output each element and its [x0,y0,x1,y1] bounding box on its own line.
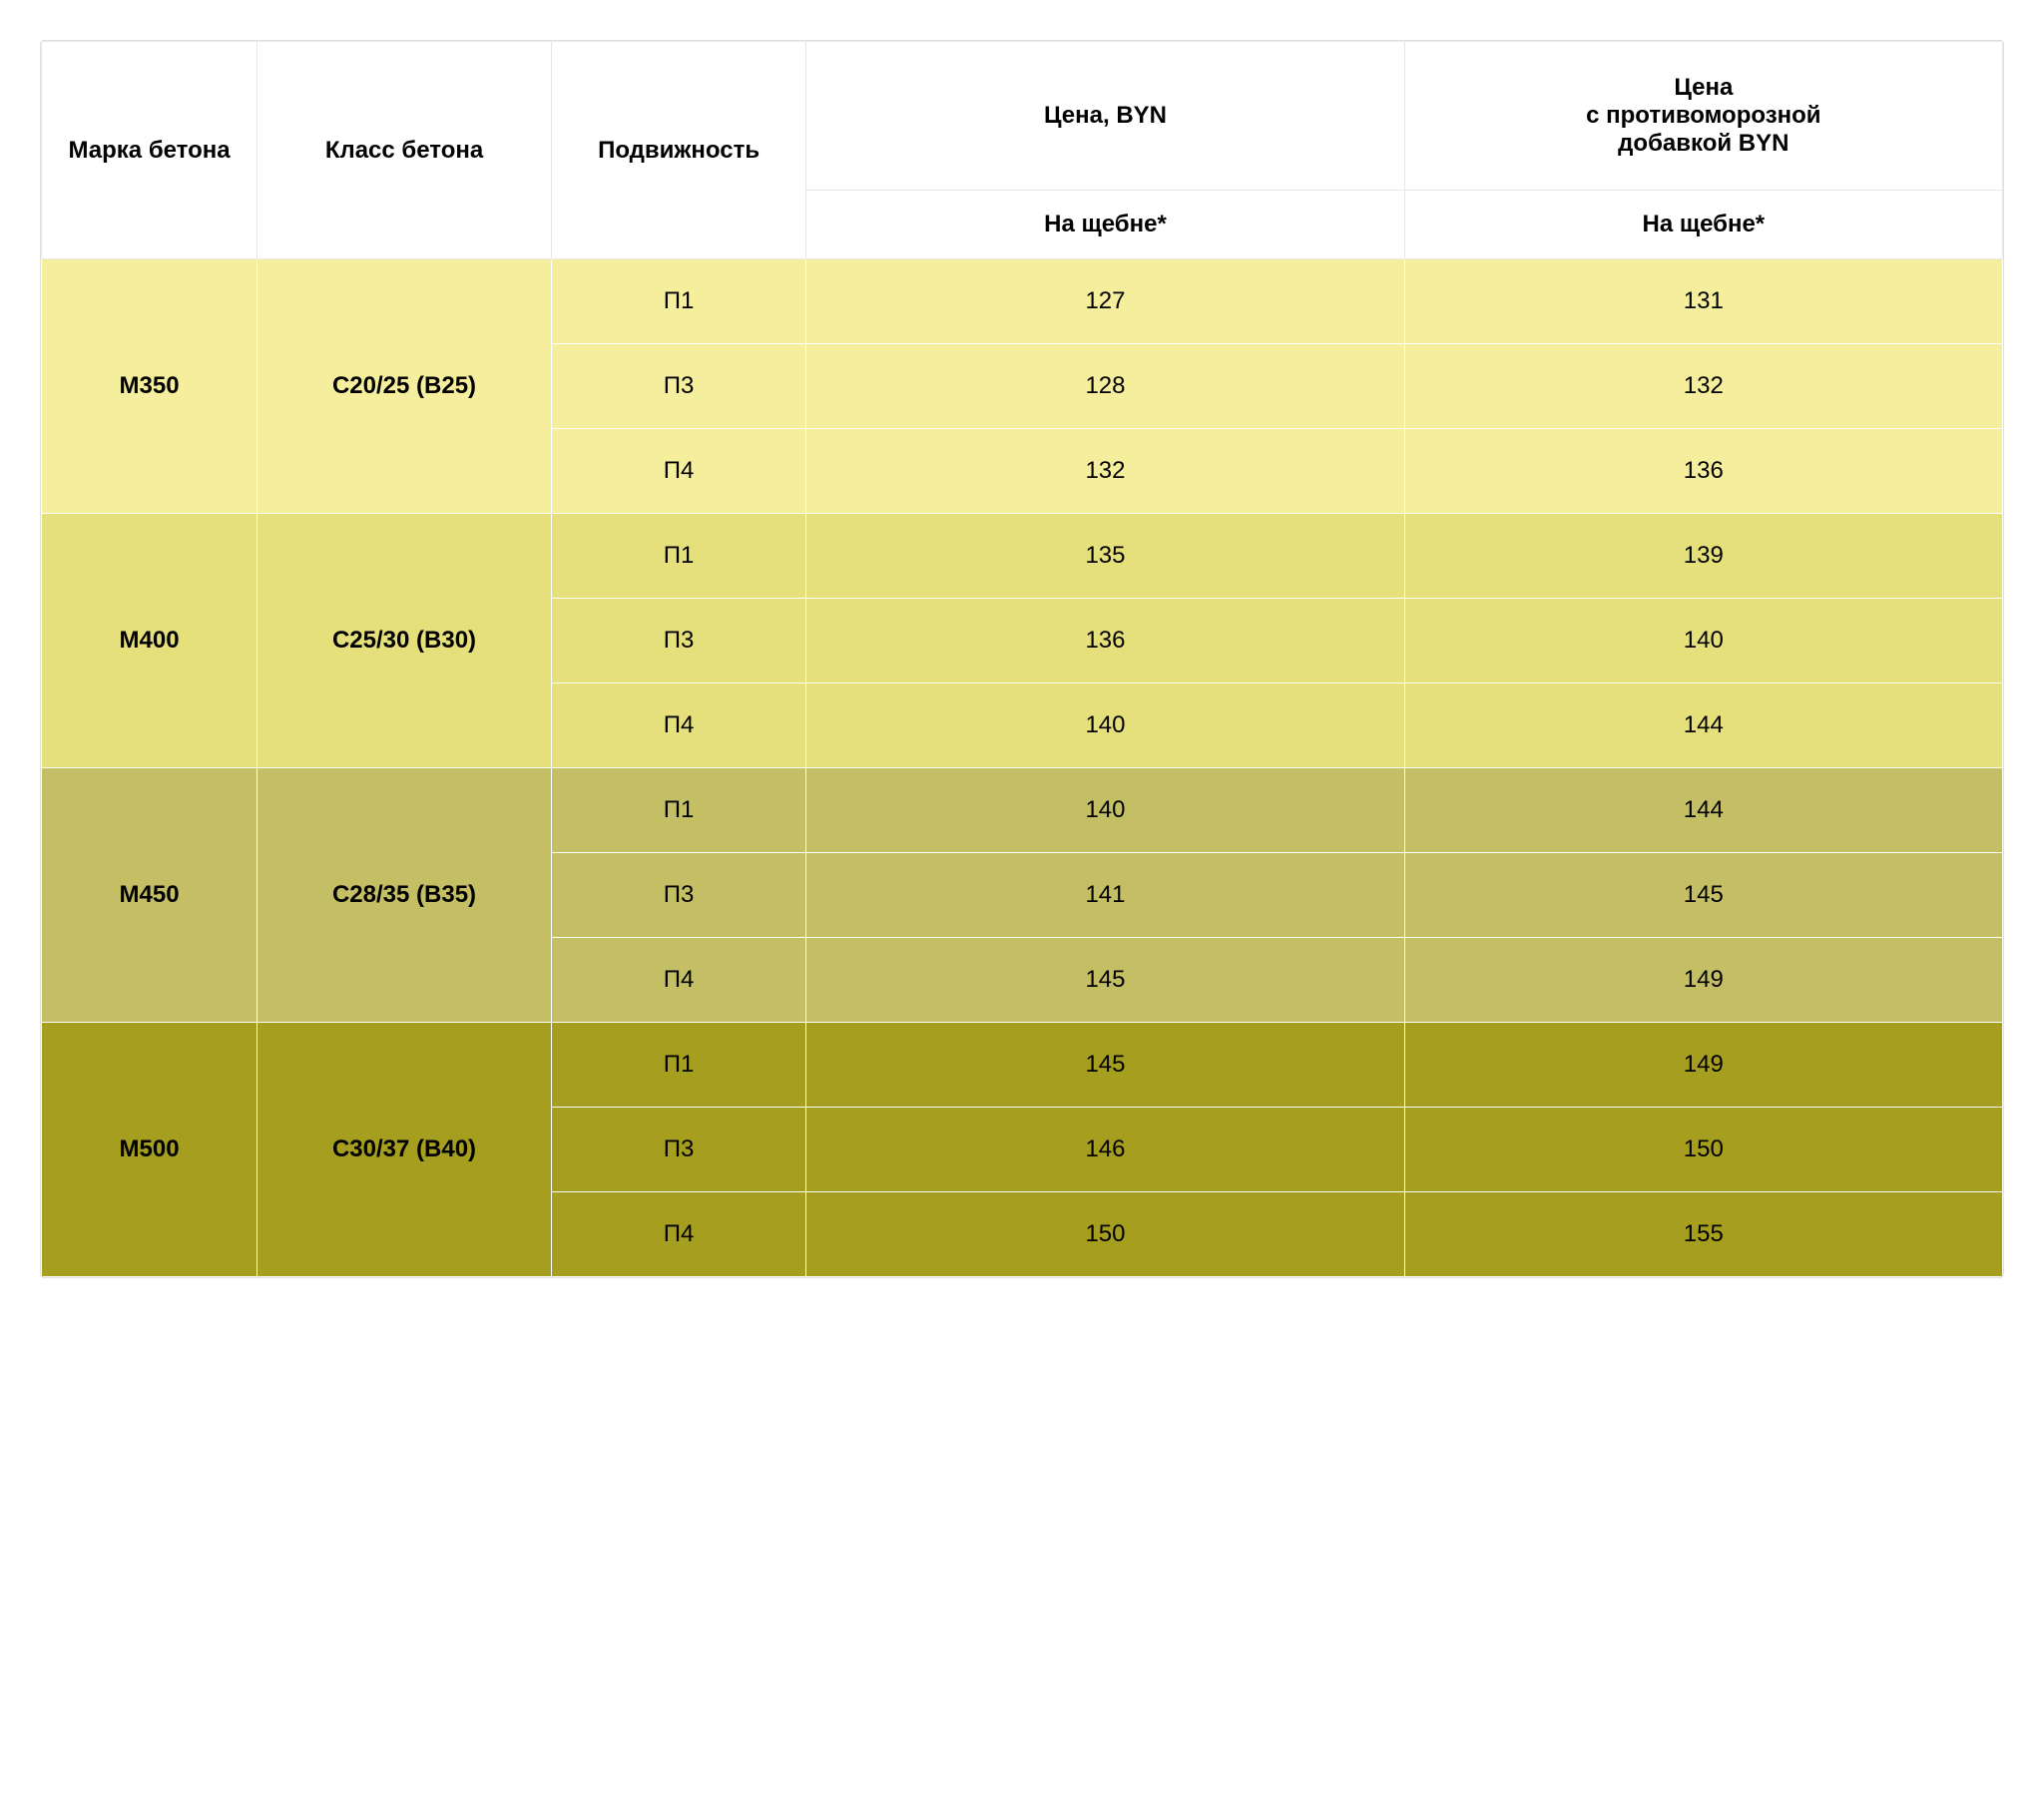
col-header-marka: Марка бетона [42,42,257,259]
cell-price-frost: 144 [1404,768,2002,853]
cell-price: 145 [806,1023,1404,1108]
col-header-price-frost-l3: добавкой BYN [1618,130,1788,157]
cell-price: 141 [806,853,1404,938]
table-body: М350С20/25 (В25)П1127131П3128132П4132136… [42,259,2003,1277]
cell-podv: П1 [551,259,805,344]
cell-klass: С30/37 (В40) [257,1023,552,1277]
cell-marka: М450 [42,768,257,1023]
col-header-podv: Подвижность [551,42,805,259]
cell-podv: П1 [551,768,805,853]
cell-podv: П1 [551,1023,805,1108]
cell-marka: М500 [42,1023,257,1277]
col-header-price: Цена, BYN [806,42,1404,191]
cell-price: 140 [806,768,1404,853]
cell-podv: П3 [551,853,805,938]
col-header-price-frost-l2: с противоморозной [1586,102,1820,129]
col-header-price-frost-l1: Цена [1674,74,1733,101]
price-table: Марка бетона Класс бетона Подвижность Це… [41,41,2003,1277]
cell-price-frost: 150 [1404,1108,2002,1192]
cell-podv: П4 [551,938,805,1023]
col-header-klass: Класс бетона [257,42,552,259]
cell-price: 127 [806,259,1404,344]
table-row: М350С20/25 (В25)П1127131 [42,259,2003,344]
cell-price-frost: 139 [1404,514,2002,599]
cell-price-frost: 144 [1404,683,2002,768]
col-subheader-price-frost: На щебне* [1404,191,2002,259]
cell-klass: С20/25 (В25) [257,259,552,514]
cell-price-frost: 132 [1404,344,2002,429]
cell-price: 136 [806,599,1404,683]
cell-klass: С25/30 (В30) [257,514,552,768]
cell-price: 140 [806,683,1404,768]
col-subheader-price: На щебне* [806,191,1404,259]
table-row: М500С30/37 (В40)П1145149 [42,1023,2003,1108]
table-header: Марка бетона Класс бетона Подвижность Це… [42,42,2003,259]
cell-podv: П3 [551,344,805,429]
cell-price-frost: 155 [1404,1192,2002,1277]
cell-klass: С28/35 (В35) [257,768,552,1023]
cell-podv: П1 [551,514,805,599]
cell-marka: М400 [42,514,257,768]
cell-marka: М350 [42,259,257,514]
cell-price: 135 [806,514,1404,599]
table-row: М450С28/35 (В35)П1140144 [42,768,2003,853]
cell-price: 145 [806,938,1404,1023]
cell-price-frost: 145 [1404,853,2002,938]
cell-price: 150 [806,1192,1404,1277]
cell-price-frost: 136 [1404,429,2002,514]
cell-price: 146 [806,1108,1404,1192]
cell-podv: П3 [551,1108,805,1192]
cell-price-frost: 149 [1404,938,2002,1023]
cell-price-frost: 149 [1404,1023,2002,1108]
cell-price: 132 [806,429,1404,514]
price-table-wrapper: Марка бетона Класс бетона Подвижность Це… [40,40,2004,1278]
cell-podv: П4 [551,683,805,768]
cell-price-frost: 140 [1404,599,2002,683]
col-header-price-frost: Цена с противоморозной добавкой BYN [1404,42,2002,191]
cell-podv: П4 [551,429,805,514]
cell-price-frost: 131 [1404,259,2002,344]
table-row: М400С25/30 (В30)П1135139 [42,514,2003,599]
cell-price: 128 [806,344,1404,429]
cell-podv: П4 [551,1192,805,1277]
cell-podv: П3 [551,599,805,683]
